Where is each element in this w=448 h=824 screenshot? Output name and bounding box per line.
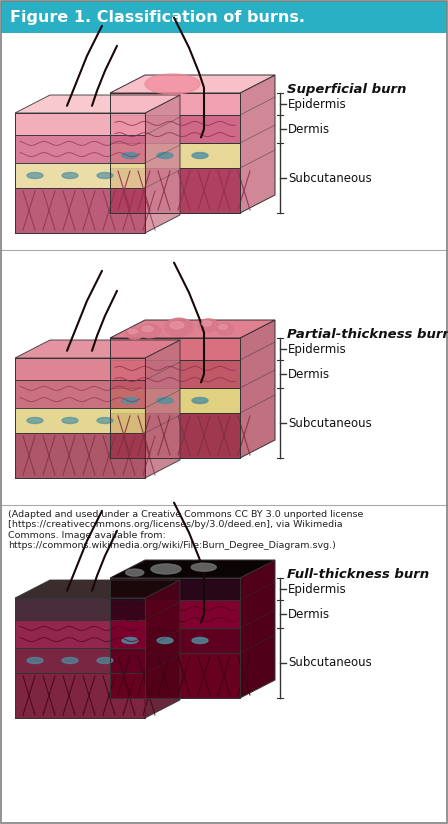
- Ellipse shape: [165, 318, 193, 336]
- Ellipse shape: [122, 397, 138, 404]
- Text: Epidermis: Epidermis: [288, 343, 347, 355]
- Polygon shape: [145, 340, 180, 478]
- Polygon shape: [15, 163, 145, 188]
- Polygon shape: [15, 598, 145, 620]
- Ellipse shape: [27, 172, 43, 179]
- Polygon shape: [110, 578, 240, 600]
- Polygon shape: [112, 561, 273, 577]
- Text: Subcutaneous: Subcutaneous: [288, 657, 372, 669]
- Polygon shape: [15, 408, 145, 433]
- Polygon shape: [15, 648, 145, 673]
- Polygon shape: [15, 135, 145, 163]
- Polygon shape: [240, 320, 275, 458]
- Ellipse shape: [62, 172, 78, 179]
- Text: Epidermis: Epidermis: [288, 97, 347, 110]
- Text: (Adapted and used under a Creative Commons CC BY 3.0 unported license
[https://c: (Adapted and used under a Creative Commo…: [8, 510, 363, 550]
- Polygon shape: [110, 628, 240, 653]
- Polygon shape: [145, 95, 180, 233]
- Polygon shape: [15, 340, 180, 358]
- Ellipse shape: [191, 563, 216, 571]
- Polygon shape: [15, 580, 180, 598]
- Ellipse shape: [170, 321, 184, 329]
- Polygon shape: [110, 93, 240, 115]
- Polygon shape: [110, 115, 240, 143]
- Polygon shape: [110, 320, 275, 338]
- Ellipse shape: [142, 326, 153, 331]
- Text: Superficial burn: Superficial burn: [287, 83, 406, 96]
- Polygon shape: [15, 113, 145, 135]
- Text: Figure 1. Classification of burns.: Figure 1. Classification of burns.: [10, 10, 305, 25]
- Text: Dermis: Dermis: [288, 368, 330, 381]
- Ellipse shape: [97, 658, 113, 663]
- Text: Epidermis: Epidermis: [288, 583, 347, 596]
- Ellipse shape: [126, 328, 144, 339]
- Ellipse shape: [122, 152, 138, 158]
- Polygon shape: [110, 653, 240, 698]
- Polygon shape: [15, 95, 180, 113]
- Ellipse shape: [202, 321, 211, 326]
- Polygon shape: [240, 560, 275, 698]
- Ellipse shape: [126, 569, 144, 576]
- Ellipse shape: [219, 325, 227, 330]
- Text: Subcutaneous: Subcutaneous: [288, 416, 372, 429]
- Ellipse shape: [27, 418, 43, 424]
- Ellipse shape: [138, 324, 160, 338]
- Ellipse shape: [216, 323, 233, 335]
- Text: Dermis: Dermis: [288, 607, 330, 620]
- Polygon shape: [110, 360, 240, 388]
- Ellipse shape: [128, 330, 137, 334]
- Polygon shape: [15, 188, 145, 233]
- Ellipse shape: [97, 172, 113, 179]
- Ellipse shape: [62, 658, 78, 663]
- Polygon shape: [110, 388, 240, 413]
- Polygon shape: [110, 600, 240, 628]
- Polygon shape: [110, 413, 240, 458]
- Ellipse shape: [157, 638, 173, 644]
- Ellipse shape: [192, 152, 208, 158]
- Text: Partial-thickness burn: Partial-thickness burn: [287, 328, 448, 341]
- Ellipse shape: [151, 564, 181, 574]
- Ellipse shape: [192, 397, 208, 404]
- Ellipse shape: [97, 418, 113, 424]
- Polygon shape: [110, 338, 240, 360]
- Ellipse shape: [192, 638, 208, 644]
- Polygon shape: [110, 143, 240, 168]
- Polygon shape: [15, 358, 145, 380]
- Polygon shape: [110, 560, 275, 578]
- Ellipse shape: [157, 397, 173, 404]
- Text: Subcutaneous: Subcutaneous: [288, 171, 372, 185]
- Text: Dermis: Dermis: [288, 123, 330, 135]
- Text: Full-thickness burn: Full-thickness burn: [287, 568, 429, 581]
- Ellipse shape: [198, 319, 219, 332]
- Polygon shape: [240, 75, 275, 213]
- Polygon shape: [15, 380, 145, 408]
- Polygon shape: [15, 620, 145, 648]
- Polygon shape: [15, 673, 145, 718]
- Polygon shape: [110, 75, 275, 93]
- Polygon shape: [110, 168, 240, 213]
- Ellipse shape: [27, 658, 43, 663]
- Ellipse shape: [122, 638, 138, 644]
- Polygon shape: [15, 433, 145, 478]
- Ellipse shape: [145, 74, 200, 94]
- Bar: [1, 1, 447, 33]
- Polygon shape: [145, 580, 180, 718]
- Ellipse shape: [62, 418, 78, 424]
- Ellipse shape: [157, 152, 173, 158]
